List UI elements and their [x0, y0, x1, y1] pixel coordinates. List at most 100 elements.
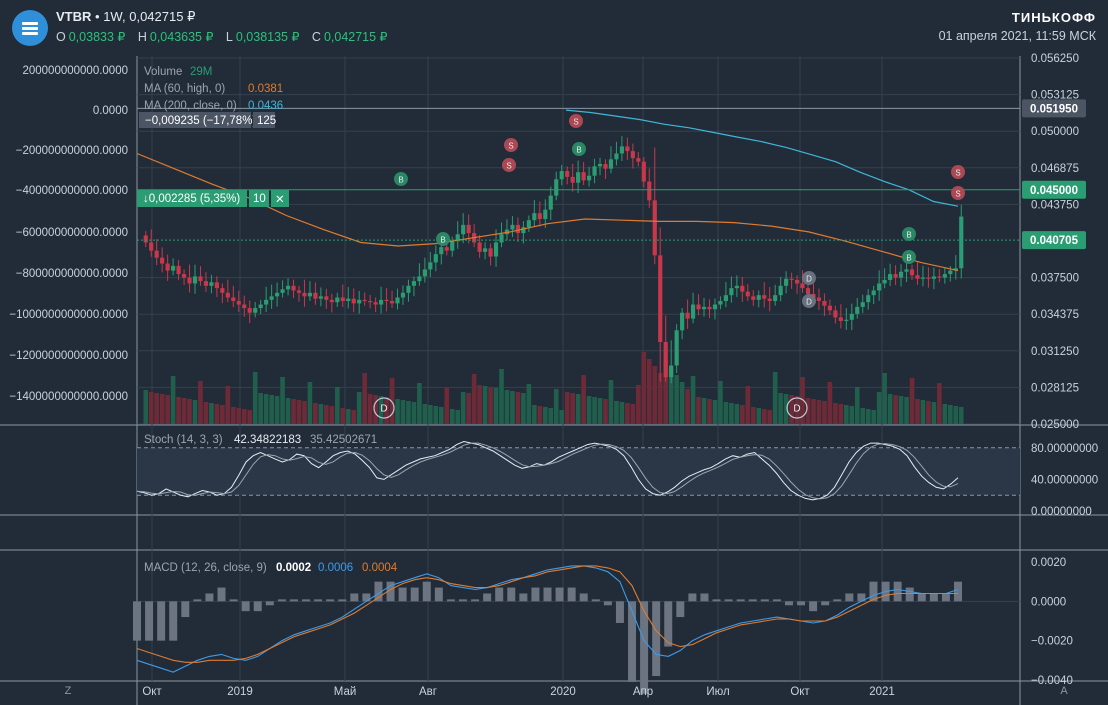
- macd-histogram-bar: [555, 587, 564, 602]
- volume-bar: [378, 396, 384, 424]
- candle-body: [773, 295, 778, 302]
- volume-bar: [794, 396, 800, 424]
- candle-body: [417, 276, 422, 282]
- x-axis-label: Авг: [419, 686, 437, 698]
- stoch-band: [137, 447, 1020, 496]
- legend-macd-value: 0.0002: [276, 562, 311, 574]
- candle-body: [576, 172, 581, 183]
- candle-body: [439, 247, 444, 255]
- volume-bar: [685, 389, 690, 424]
- candle-body: [444, 247, 449, 251]
- volume-bar: [356, 392, 362, 424]
- brand-name: ТИНЬКОФФ: [1011, 10, 1096, 25]
- ohlc-low-key: L: [225, 30, 233, 44]
- candle-body: [346, 298, 351, 302]
- marker-label: D: [793, 404, 800, 415]
- volume-bar: [707, 399, 712, 424]
- volume-bar: [247, 410, 253, 424]
- macd-histogram-bar: [676, 601, 685, 618]
- macd-histogram-bar: [652, 601, 661, 677]
- volume-bar: [225, 386, 231, 424]
- candle-body: [608, 159, 614, 169]
- candle-body: [302, 292, 307, 297]
- volume-bar: [438, 407, 444, 424]
- volume-bar: [646, 359, 652, 424]
- candle-body: [493, 242, 499, 257]
- volume-bar: [756, 408, 762, 424]
- right-axis-label: 0.031250: [1031, 346, 1079, 358]
- volume-bar: [537, 406, 543, 424]
- macd-histogram-bar: [857, 593, 866, 602]
- measure-box: [139, 112, 251, 128]
- macd-histogram-bar: [821, 601, 830, 606]
- volume-bar: [701, 398, 707, 424]
- marker-div: D: [802, 294, 816, 308]
- candle-body: [406, 285, 411, 293]
- volume-bar: [778, 393, 783, 424]
- candle-body: [937, 276, 942, 278]
- macd-histogram-bar: [905, 587, 914, 602]
- marker-label: B: [576, 146, 581, 155]
- candle-body: [603, 163, 608, 169]
- volume-bar: [679, 382, 685, 424]
- volume-bar: [865, 409, 871, 424]
- candle-body: [597, 163, 603, 167]
- marker-buy: B: [394, 172, 408, 186]
- macd-histogram-bar: [483, 593, 492, 602]
- candle-body: [236, 301, 241, 305]
- candle-body: [669, 365, 674, 378]
- candle-body: [181, 274, 187, 278]
- macd-histogram-bar: [712, 599, 721, 602]
- candle-body: [849, 313, 854, 320]
- volume-bar: [800, 377, 805, 424]
- volume-bar: [241, 409, 247, 424]
- candle-body: [220, 288, 225, 293]
- candle-body: [915, 275, 920, 279]
- volume-bar: [822, 401, 827, 424]
- volume-bar: [395, 399, 400, 424]
- candle-body: [904, 269, 909, 272]
- candle-body: [258, 304, 263, 309]
- measure-count-box: [249, 190, 269, 207]
- volume-bar: [400, 400, 406, 424]
- marker-label: B: [440, 236, 445, 245]
- stoch-pane: [136, 440, 1020, 501]
- volume-bar: [313, 403, 318, 424]
- candle-body: [948, 270, 953, 275]
- candle-body: [740, 285, 745, 292]
- candle-body: [680, 312, 685, 331]
- volume-bar: [668, 368, 674, 424]
- candle-body: [242, 304, 247, 309]
- volume-bar: [280, 377, 285, 424]
- volume-bar: [718, 381, 723, 424]
- candle-body: [379, 299, 384, 305]
- volume-bar: [406, 401, 411, 424]
- candle-body: [647, 181, 652, 201]
- volume-bar: [192, 400, 198, 424]
- macd-histogram-bar: [181, 601, 190, 618]
- price-tag-label: 0.051950: [1030, 103, 1078, 115]
- volume-bar: [745, 386, 751, 424]
- candle-body: [318, 296, 323, 299]
- ohlc-close-key: C: [311, 30, 321, 44]
- macd-histogram-bar: [253, 601, 262, 612]
- legend-ma200-value: 0.0436: [248, 100, 283, 112]
- volume-bar: [340, 408, 346, 424]
- stoch-axis-label: 80.00000000: [1031, 443, 1098, 455]
- right-axis-label: 0.043750: [1031, 199, 1079, 211]
- candle-body: [389, 301, 395, 304]
- symbol-title[interactable]: VTBR • 1W, 0,042715 ₽: [56, 9, 196, 24]
- left-axis-label: −1000000000000.0000: [9, 309, 128, 321]
- marker-label: S: [508, 142, 513, 151]
- candle-body: [871, 290, 876, 296]
- candle-body: [674, 330, 679, 366]
- macd-histogram-bar: [302, 599, 311, 602]
- macd-histogram-bar: [929, 593, 938, 602]
- macd-histogram-bar: [289, 599, 298, 602]
- volume-bar: [559, 410, 565, 424]
- timestamp: 01 апреля 2021, 11:59 МСК: [938, 29, 1096, 43]
- candle-body: [192, 276, 198, 284]
- candle-body: [395, 297, 400, 304]
- candle-body: [165, 263, 170, 271]
